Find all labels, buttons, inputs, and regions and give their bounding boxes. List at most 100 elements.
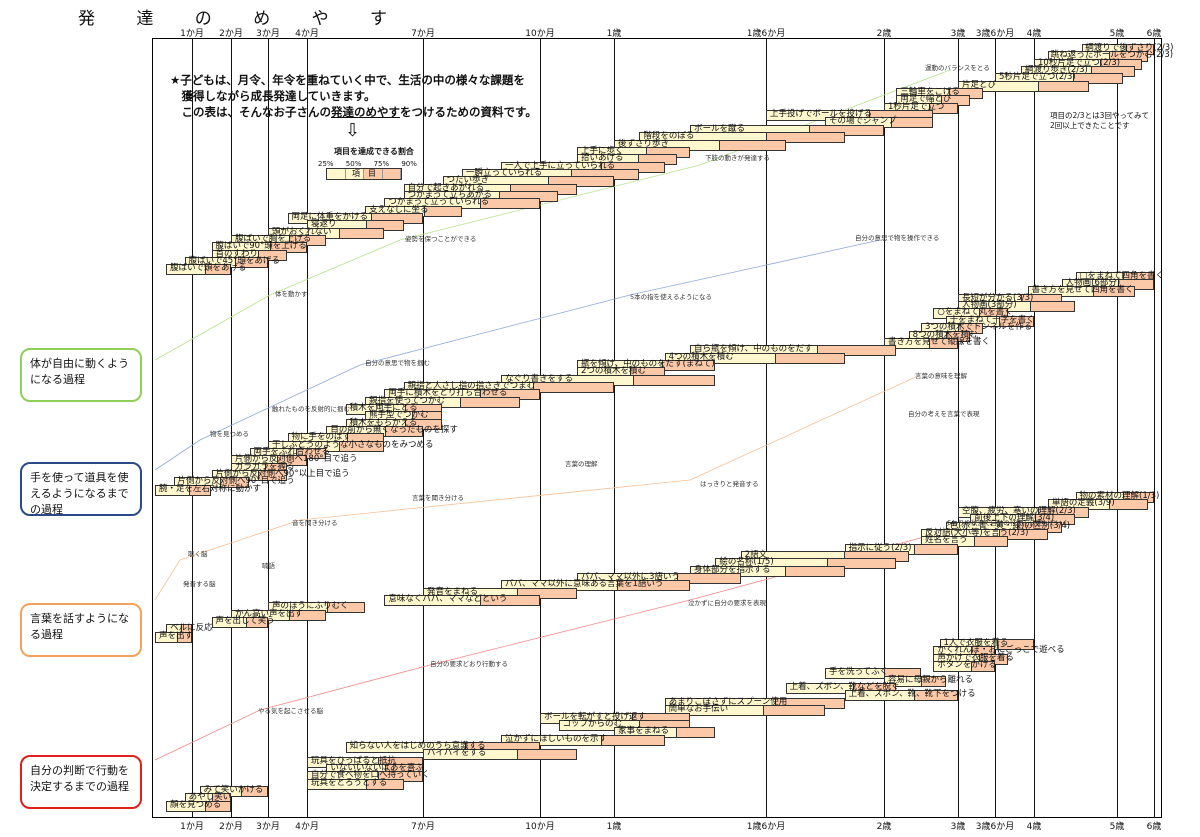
month-label-bottom: 4か月 bbox=[295, 822, 319, 832]
milestone-label: ボールを転がすと投げ返す bbox=[544, 711, 647, 722]
milestone-label: 一瞬立っていられる bbox=[466, 167, 543, 178]
milestone-label: 色(赤・青・黄・緑)の区別(3/4) bbox=[949, 520, 1071, 531]
month-label-top: 1歳6か月 bbox=[746, 29, 786, 39]
milestone-label: 空腹、疲労、寒いの理解(2/3) bbox=[962, 505, 1076, 516]
milestone-label: 1秒片足で立つ bbox=[888, 101, 945, 112]
milestone-label: つかまって立っていられる bbox=[388, 197, 490, 208]
milestone-label: 腹ばいで45°頭をあげる bbox=[188, 256, 280, 267]
month-label-top: 3歳 bbox=[950, 29, 966, 39]
intro-note: ★子どもは、月令、年令を重ねていく中で、生活の中の様々な課題を 獲得しながら成長… bbox=[170, 72, 537, 120]
month-label-bottom: 3歳 bbox=[950, 822, 966, 832]
milestone-label: 人物画(3部分) bbox=[962, 300, 1017, 311]
milestone-bar bbox=[211, 617, 269, 628]
month-label-top: 7か月 bbox=[411, 29, 435, 39]
milestone-label: 声を出して笑う bbox=[215, 616, 275, 626]
milestone-label: バイバイをする bbox=[427, 748, 487, 759]
trend-annotation: 発音する脳 bbox=[183, 580, 216, 588]
trend-annotation: 聴く脳 bbox=[188, 550, 208, 558]
milestone-label: 反対語(大小等)を言う(2/3) bbox=[925, 527, 1029, 538]
legend-title: 項目を達成できる割合 bbox=[334, 147, 414, 156]
milestone-label: 5秒片足で立つ(2/3) bbox=[999, 72, 1076, 83]
milestone-label: 指示に従う(2/3) bbox=[848, 542, 912, 553]
milestone-label: 書き方を見せて縦線を書く bbox=[888, 336, 991, 347]
legend-percentages: 25% 50% 75% 90% bbox=[318, 160, 417, 168]
milestone-bar bbox=[423, 749, 577, 761]
milestone-label: つたい歩き bbox=[446, 175, 490, 186]
milestone-label: 片足とび bbox=[962, 79, 997, 90]
intro-line-3b: 発達のめやす bbox=[331, 105, 400, 119]
month-label-top: 2歳 bbox=[876, 29, 892, 39]
milestone-label: 10秒片足で立つ(2/3) bbox=[1038, 57, 1121, 68]
milestone-label: 頭がおくれない bbox=[272, 226, 332, 237]
milestone-label: 上着、ズボン、靴などを脱ぐ bbox=[789, 682, 900, 693]
milestone-label: 物に手をのばす bbox=[291, 432, 352, 443]
month-gridline bbox=[231, 38, 232, 818]
milestone-bar bbox=[958, 80, 1090, 92]
trend-annotation: 物を見つめる bbox=[210, 430, 249, 438]
milestone-label: コップからのむ bbox=[562, 718, 623, 729]
milestone-label: 上手投げでボールを投げる bbox=[770, 109, 873, 120]
milestone-label: 人物画(6部分) bbox=[1065, 278, 1121, 289]
down-arrow-icon: ⇩ bbox=[345, 120, 361, 141]
milestone-label: 瓶を傾け、中のものをだす(まねて) bbox=[581, 358, 715, 369]
intro-line-2: 獲得しながら成長発達していきます。 bbox=[170, 89, 376, 103]
month-gridline bbox=[1034, 38, 1035, 818]
milestone-label: 積木をもちかえる bbox=[349, 417, 418, 428]
milestone-label: 3つの積木でトンネルを作る bbox=[925, 322, 1033, 333]
trend-annotation: やる気を起こさせる脳 bbox=[258, 707, 323, 715]
milestone-label: 家事をまねる bbox=[618, 726, 670, 737]
milestone-label: パパ、ママ以外に3語いう bbox=[581, 571, 680, 582]
milestone-label: ○をまねて丸を書く bbox=[937, 307, 1013, 318]
trend-annotation: 姿勢を保つことができる bbox=[405, 235, 477, 243]
milestone-label: 片側から反対側へ90°以上目で追う bbox=[215, 469, 350, 480]
milestone-label: ベルに反応 bbox=[170, 623, 213, 634]
trend-annotation: 自分の意思で物を掴む bbox=[365, 359, 430, 367]
category-language: 言葉を話すようになる過程 bbox=[20, 603, 142, 657]
milestone-label: つかまって立ちあがる bbox=[407, 189, 492, 200]
milestone-label: 絵の名称(1/5) bbox=[719, 557, 774, 568]
month-gridline bbox=[995, 38, 996, 818]
milestone-label: 綱渡りで後ずさり(2/3) bbox=[1085, 43, 1174, 53]
month-label-bottom: 1か月 bbox=[180, 822, 204, 832]
milestone-label: 知らない人をはじめのうち意識する bbox=[349, 740, 486, 751]
month-label-top: 4か月 bbox=[295, 29, 319, 39]
milestone-label: 後ずさり歩き bbox=[618, 138, 670, 149]
milestone-label: 寝返り bbox=[311, 219, 337, 230]
milestone-label: 1人で衣服を着る bbox=[943, 638, 1009, 649]
milestone-bar bbox=[307, 778, 404, 790]
month-gridline bbox=[1154, 38, 1155, 818]
milestone-label: 玩具をとろうとする bbox=[311, 777, 388, 788]
category-motor: 体が自由に動くようになる過程 bbox=[20, 348, 142, 402]
milestone-bar bbox=[384, 594, 540, 606]
trend-annotation: 自分の要求どおり行動する bbox=[430, 660, 508, 668]
month-label-bottom: 2か月 bbox=[219, 822, 243, 832]
milestone-label: 発音をまねる bbox=[427, 586, 479, 597]
milestone-label: 支えなしに坐る bbox=[369, 204, 429, 215]
milestone-label: 姓名を言う bbox=[925, 535, 968, 546]
milestone-bar bbox=[884, 337, 958, 349]
month-label-bottom: 2歳 bbox=[876, 822, 892, 832]
month-label-top: 3か月 bbox=[256, 29, 280, 39]
milestone-label: 上手に歩く bbox=[581, 145, 624, 156]
milestone-label: 目の前から無くなったものを探す bbox=[330, 425, 458, 435]
milestone-label: 干しぶどうのような小さなものをみつめる bbox=[272, 439, 434, 450]
milestone-bar bbox=[166, 264, 231, 276]
milestone-label: 2語文 bbox=[744, 549, 768, 560]
category-self-judgement: 自分の判断で行動を決定するまでの過程 bbox=[20, 755, 142, 809]
milestone-label: 首のすわり bbox=[215, 248, 259, 259]
milestone-label: 積木を両手にとる bbox=[349, 402, 418, 413]
month-label-bottom: 1歳 bbox=[606, 822, 622, 832]
milestone-label: 前後上下の理解(3/4) bbox=[974, 513, 1055, 524]
milestone-label: その場でジャンプ bbox=[829, 116, 897, 127]
milestone-label: 書き方を見せて四角を書く bbox=[1031, 285, 1134, 296]
milestone-label: 三輪車をこげる bbox=[900, 87, 960, 98]
milestone-label: 声を出す bbox=[159, 630, 194, 641]
milestone-label: 上着、ズボン、靴、靴下をつける bbox=[848, 689, 976, 700]
milestone-label: 片側から反対側へ180°目で追う bbox=[235, 454, 358, 465]
trend-annotation: まわりの状況で自分の行動を決定していく bbox=[945, 519, 1069, 527]
trend-annotation: はっきりと発音する bbox=[700, 480, 759, 488]
month-gridline bbox=[958, 38, 959, 818]
milestone-label: 腕・足を左右対称に動かす bbox=[159, 483, 262, 494]
month-gridline bbox=[268, 38, 269, 818]
milestone-bar bbox=[844, 690, 958, 702]
